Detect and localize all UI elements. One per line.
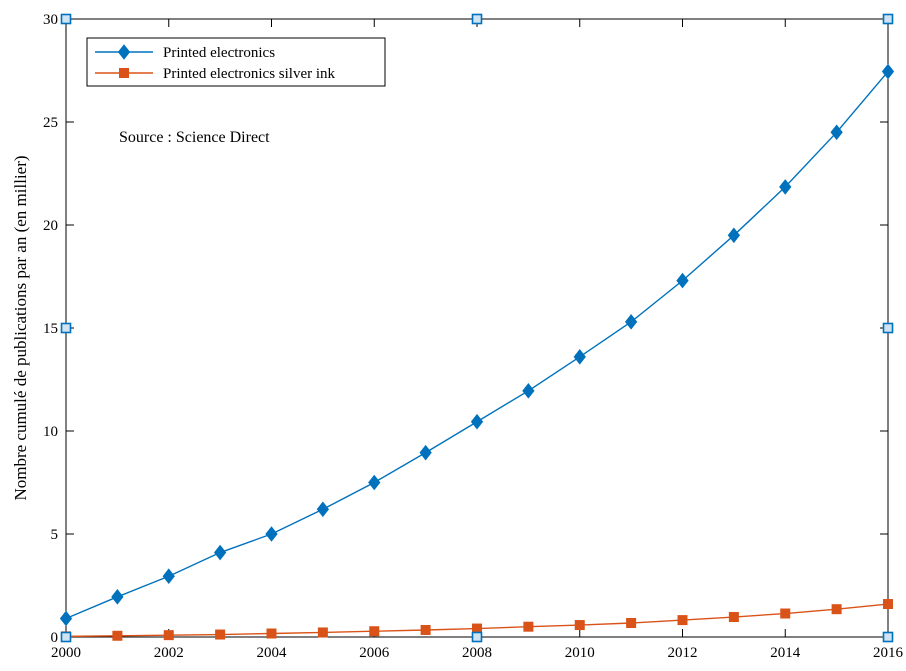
y-tick-label: 10 xyxy=(43,424,58,440)
series-layer xyxy=(59,63,895,642)
x-tick-label: 2016 xyxy=(873,645,904,661)
data-point-printed-electronics xyxy=(162,568,175,585)
y-axis-title: Nombre cumulé de publications par an (en… xyxy=(11,155,30,500)
legend-label-printed-electronics-silver-ink: Printed electronics silver ink xyxy=(163,66,336,82)
y-tick-label: 0 xyxy=(51,630,59,646)
x-tick-label: 2012 xyxy=(668,645,698,661)
data-point-printed-electronics xyxy=(213,544,227,561)
data-point-printed-electronics-silver-ink xyxy=(574,620,585,631)
edge-marker xyxy=(882,322,894,334)
edge-marker xyxy=(60,13,72,25)
data-point-printed-electronics-silver-ink xyxy=(728,612,739,623)
x-tick-label: 2000 xyxy=(51,645,81,661)
data-point-printed-electronics xyxy=(111,589,124,605)
data-point-printed-electronics xyxy=(573,349,586,365)
data-point-printed-electronics xyxy=(624,314,638,330)
data-point-printed-electronics-silver-ink xyxy=(215,629,226,640)
y-tick-label: 30 xyxy=(43,12,58,28)
y-tick-label: 15 xyxy=(43,321,58,337)
data-point-printed-electronics xyxy=(881,63,895,80)
edge-marker xyxy=(60,631,72,643)
data-point-printed-electronics-silver-ink xyxy=(831,604,842,615)
edge-marker xyxy=(882,631,894,643)
axes: 2000 2002 2004 2006 2008 2010 2012 2014 2016 0 5 10… xyxy=(43,12,904,661)
data-point-printed-electronics-silver-ink xyxy=(369,626,380,637)
edge-marker xyxy=(60,322,72,334)
x-tick-label: 2006 xyxy=(359,645,390,661)
edge-marker xyxy=(471,13,483,25)
source-annotation: Source : Science Direct xyxy=(119,129,270,146)
data-point-printed-electronics-silver-ink xyxy=(420,624,431,635)
data-point-printed-electronics-silver-ink xyxy=(112,630,123,641)
x-tick-label: 2014 xyxy=(770,645,801,661)
data-point-printed-electronics-silver-ink xyxy=(317,627,328,638)
y-tick-label: 5 xyxy=(51,527,59,543)
data-point-printed-electronics xyxy=(522,383,535,399)
data-point-printed-electronics-silver-ink xyxy=(266,628,277,639)
data-point-printed-electronics xyxy=(676,272,689,289)
x-tick-label: 2002 xyxy=(154,645,184,661)
data-point-printed-electronics xyxy=(368,474,381,491)
data-point-printed-electronics xyxy=(265,526,278,542)
x-tick-label: 2010 xyxy=(565,645,595,661)
plot-frame xyxy=(65,18,889,638)
series-line-printed-electronics xyxy=(65,71,889,620)
data-point-printed-electronics xyxy=(419,444,432,461)
x-tick-label: 2004 xyxy=(257,645,288,661)
edge-marker xyxy=(882,13,894,25)
data-point-printed-electronics xyxy=(59,610,73,627)
data-point-printed-electronics-silver-ink xyxy=(626,617,637,628)
edge-markers xyxy=(60,13,894,643)
series-printed-electronics xyxy=(59,63,895,627)
legend: Printed electronics Printed electronics s… xyxy=(86,37,386,87)
legend-marker-printed-electronics-silver-ink xyxy=(119,68,129,78)
legend-box xyxy=(86,37,386,87)
data-point-printed-electronics xyxy=(830,124,843,141)
data-point-printed-electronics-silver-ink xyxy=(163,630,174,641)
data-point-printed-electronics xyxy=(470,413,484,430)
data-point-printed-electronics-silver-ink xyxy=(780,608,791,619)
data-point-printed-electronics-silver-ink xyxy=(677,615,688,626)
y-tick-label: 25 xyxy=(43,115,58,131)
data-point-printed-electronics xyxy=(316,501,330,518)
legend-marker-printed-electronics xyxy=(117,44,131,60)
legend-label-printed-electronics: Printed electronics xyxy=(163,45,275,61)
data-point-printed-electronics xyxy=(727,227,741,244)
x-tick-label: 2008 xyxy=(462,645,492,661)
edge-marker xyxy=(471,631,483,643)
data-point-printed-electronics xyxy=(779,179,792,195)
data-point-printed-electronics-silver-ink xyxy=(523,621,534,632)
y-tick-label: 20 xyxy=(43,218,58,234)
data-point-printed-electronics-silver-ink xyxy=(883,599,893,610)
